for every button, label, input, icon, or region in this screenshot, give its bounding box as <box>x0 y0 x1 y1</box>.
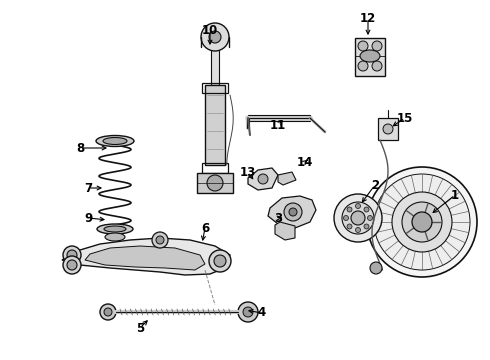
Circle shape <box>370 262 382 274</box>
Circle shape <box>347 224 352 229</box>
Circle shape <box>201 23 229 51</box>
Polygon shape <box>278 172 296 185</box>
Circle shape <box>258 174 268 184</box>
Text: 11: 11 <box>270 118 286 131</box>
Text: 7: 7 <box>84 181 92 194</box>
Circle shape <box>347 207 352 212</box>
Circle shape <box>342 202 374 234</box>
Circle shape <box>351 211 365 225</box>
Circle shape <box>356 228 361 233</box>
Text: 9: 9 <box>84 212 92 225</box>
Circle shape <box>358 41 368 51</box>
Bar <box>355 38 385 76</box>
Text: 1: 1 <box>451 189 459 202</box>
Text: 2: 2 <box>371 179 379 192</box>
Text: 10: 10 <box>202 23 218 36</box>
Circle shape <box>368 216 372 220</box>
Bar <box>197 173 233 193</box>
Circle shape <box>243 307 253 317</box>
Polygon shape <box>268 196 316 228</box>
Text: 4: 4 <box>258 306 266 320</box>
Polygon shape <box>248 168 278 190</box>
Circle shape <box>152 232 168 248</box>
Circle shape <box>372 61 382 71</box>
Circle shape <box>374 174 470 270</box>
Text: 13: 13 <box>240 166 256 179</box>
Circle shape <box>358 61 368 71</box>
Circle shape <box>343 216 348 220</box>
Ellipse shape <box>360 50 380 62</box>
Polygon shape <box>62 238 230 275</box>
Circle shape <box>364 224 369 229</box>
Circle shape <box>209 31 221 43</box>
Text: 6: 6 <box>201 221 209 234</box>
Circle shape <box>392 192 452 252</box>
Ellipse shape <box>96 135 134 147</box>
Circle shape <box>284 203 302 221</box>
Text: 8: 8 <box>76 141 84 154</box>
Text: 3: 3 <box>274 212 282 225</box>
Circle shape <box>104 308 112 316</box>
Circle shape <box>356 203 361 208</box>
Bar <box>202 83 228 93</box>
Circle shape <box>383 124 393 134</box>
Circle shape <box>67 260 77 270</box>
Bar <box>378 118 398 140</box>
Ellipse shape <box>105 233 125 241</box>
Text: 5: 5 <box>136 321 144 334</box>
Circle shape <box>100 304 116 320</box>
Circle shape <box>402 202 442 242</box>
Circle shape <box>334 194 382 242</box>
Circle shape <box>214 255 226 267</box>
Circle shape <box>412 212 432 232</box>
Circle shape <box>207 175 223 191</box>
Circle shape <box>238 302 258 322</box>
Circle shape <box>209 250 231 272</box>
Ellipse shape <box>104 226 126 232</box>
Circle shape <box>156 236 164 244</box>
Bar <box>202 163 228 173</box>
Text: 14: 14 <box>297 156 313 168</box>
Ellipse shape <box>103 138 127 144</box>
Text: 12: 12 <box>360 12 376 24</box>
Circle shape <box>372 41 382 51</box>
Bar <box>211 47 219 85</box>
Circle shape <box>289 208 297 216</box>
Bar <box>205 85 225 165</box>
Polygon shape <box>275 222 295 240</box>
Ellipse shape <box>97 224 133 234</box>
Polygon shape <box>85 246 205 270</box>
Circle shape <box>67 250 77 260</box>
Text: 15: 15 <box>397 112 413 125</box>
Circle shape <box>367 167 477 277</box>
Circle shape <box>63 256 81 274</box>
Circle shape <box>63 246 81 264</box>
Circle shape <box>364 207 369 212</box>
